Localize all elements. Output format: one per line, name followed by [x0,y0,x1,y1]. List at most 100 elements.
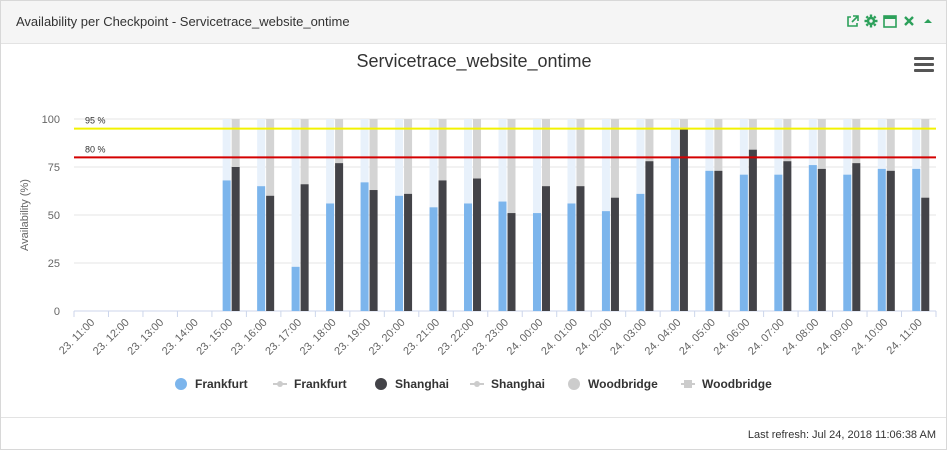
bar-shanghai[interactable] [404,193,413,311]
legend-marker-square [684,380,692,388]
bar-frankfurt[interactable] [670,157,679,311]
bar-shanghai[interactable] [610,197,619,311]
maximize-icon[interactable] [882,13,898,29]
bar-shanghai[interactable] [266,195,275,311]
bar-frankfurt[interactable] [705,170,714,311]
bar-shanghai[interactable] [748,149,757,311]
widget-header: Availability per Checkpoint - Servicetra… [1,1,946,44]
x-tick-label: 23. 14:00 [160,317,201,358]
x-tick-label: 24. 02:00 [574,317,615,358]
bar-shanghai[interactable] [576,186,585,311]
x-tick-label: 24. 03:00 [608,317,649,358]
external-link-icon[interactable] [844,13,860,29]
x-tick-label: 23. 18:00 [298,317,339,358]
bar-shanghai[interactable] [473,178,482,311]
bar-frankfurt[interactable] [291,266,300,311]
bar-shanghai[interactable] [231,167,240,311]
bar-frankfurt[interactable] [636,193,645,311]
y-tick-label: 25 [48,258,60,270]
bar-frankfurt[interactable] [567,203,576,311]
bar-frankfurt[interactable] [532,213,541,311]
bar-frankfurt[interactable] [222,180,231,311]
chart-title: Servicetrace_website_ontime [356,51,591,72]
bar-shanghai[interactable] [783,161,792,311]
y-tick-label: 0 [54,306,60,318]
x-tick-label: 24. 07:00 [746,317,787,358]
x-tick-label: 24. 05:00 [677,317,718,358]
bar-frankfurt[interactable] [498,201,507,311]
x-tick-label: 23. 11:00 [57,317,97,357]
bar-shanghai[interactable] [886,170,895,311]
bar-frankfurt[interactable] [257,186,266,311]
bar-frankfurt[interactable] [395,195,404,311]
threshold-label: 95 % [85,116,106,126]
bar-shanghai[interactable] [852,163,861,311]
x-tick-label: 24. 11:00 [885,317,925,357]
widget-title: Availability per Checkpoint - Servicetra… [16,14,350,29]
threshold-label: 80 % [85,144,106,154]
availability-chart: Servicetrace_website_ontime 0 25 50 75 100 Ava… [19,51,937,391]
bar-shanghai[interactable] [679,128,688,311]
bar-background-frankfurt [291,119,300,311]
x-tick-label: 24. 08:00 [781,317,822,358]
bar-frankfurt[interactable] [739,174,748,311]
y-tick-label: 100 [42,114,60,126]
bar-frankfurt[interactable] [429,207,438,311]
bar-frankfurt[interactable] [774,174,783,311]
legend-item-label[interactable]: Frankfurt [294,377,347,391]
x-tick-label: 23. 23:00 [470,317,511,358]
bar-frankfurt[interactable] [843,174,852,311]
legend-item-label[interactable]: Woodbridge [702,377,772,391]
x-tick-label: 23. 12:00 [91,317,132,358]
x-tick-label: 24. 00:00 [505,317,546,358]
x-tick-label: 24. 01:00 [539,317,580,358]
bar-shanghai[interactable] [335,163,344,311]
bar-shanghai[interactable] [645,161,654,311]
legend-item-label[interactable]: Woodbridge [588,377,658,391]
x-tick-label: 23. 17:00 [263,317,304,358]
legend-marker-circle [568,378,580,390]
legend-marker-circle [375,378,387,390]
x-tick-label: 24. 04:00 [643,317,684,358]
legend-marker-dot [277,381,283,387]
bar-shanghai[interactable] [507,213,516,311]
last-refresh-text: Last refresh: Jul 24, 2018 11:06:38 AM [747,429,936,441]
x-tick-label: 24. 06:00 [712,317,753,358]
y-tick-label: 50 [48,210,60,222]
widget-toolbar [844,13,936,29]
x-tick-label: 23. 22:00 [436,317,477,358]
x-tick-label: 23. 20:00 [367,317,408,358]
bar-shanghai[interactable] [541,186,550,311]
bar-shanghai[interactable] [921,197,930,311]
bar-frankfurt[interactable] [912,168,921,311]
x-tick-label: 24. 09:00 [815,317,856,358]
bar-frankfurt[interactable] [464,203,473,311]
bar-frankfurt[interactable] [808,165,817,311]
legend-item-label[interactable]: Shanghai [491,377,545,391]
chart-area: Servicetrace_website_ontime 0 25 50 75 100 Ava… [1,44,946,416]
bar-frankfurt[interactable] [360,182,369,311]
widget-footer: Last refresh: Jul 24, 2018 11:06:38 AM [1,417,946,450]
legend-item-label[interactable]: Shanghai [395,377,449,391]
bar-frankfurt[interactable] [877,168,886,311]
chart-menu-icon[interactable] [914,57,934,73]
legend-marker-circle [175,378,187,390]
x-tick-label: 23. 21:00 [401,317,442,358]
bar-frankfurt[interactable] [326,203,335,311]
x-tick-label: 23. 15:00 [194,317,235,358]
gear-icon[interactable] [863,13,879,29]
x-tick-label: 23. 13:00 [125,317,166,358]
collapse-icon[interactable] [920,13,936,29]
bar-shanghai[interactable] [438,180,447,311]
x-tick-label: 23. 16:00 [229,317,270,358]
y-axis-label: Availability (%) [19,179,31,251]
legend-item-label[interactable]: Frankfurt [195,377,248,391]
bar-frankfurt[interactable] [601,211,610,311]
bar-shanghai[interactable] [300,184,309,311]
bar-shanghai[interactable] [817,168,826,311]
x-tick-label: 23. 19:00 [332,317,373,358]
close-icon[interactable] [901,13,917,29]
bar-shanghai[interactable] [369,190,378,311]
bar-shanghai[interactable] [714,170,723,311]
